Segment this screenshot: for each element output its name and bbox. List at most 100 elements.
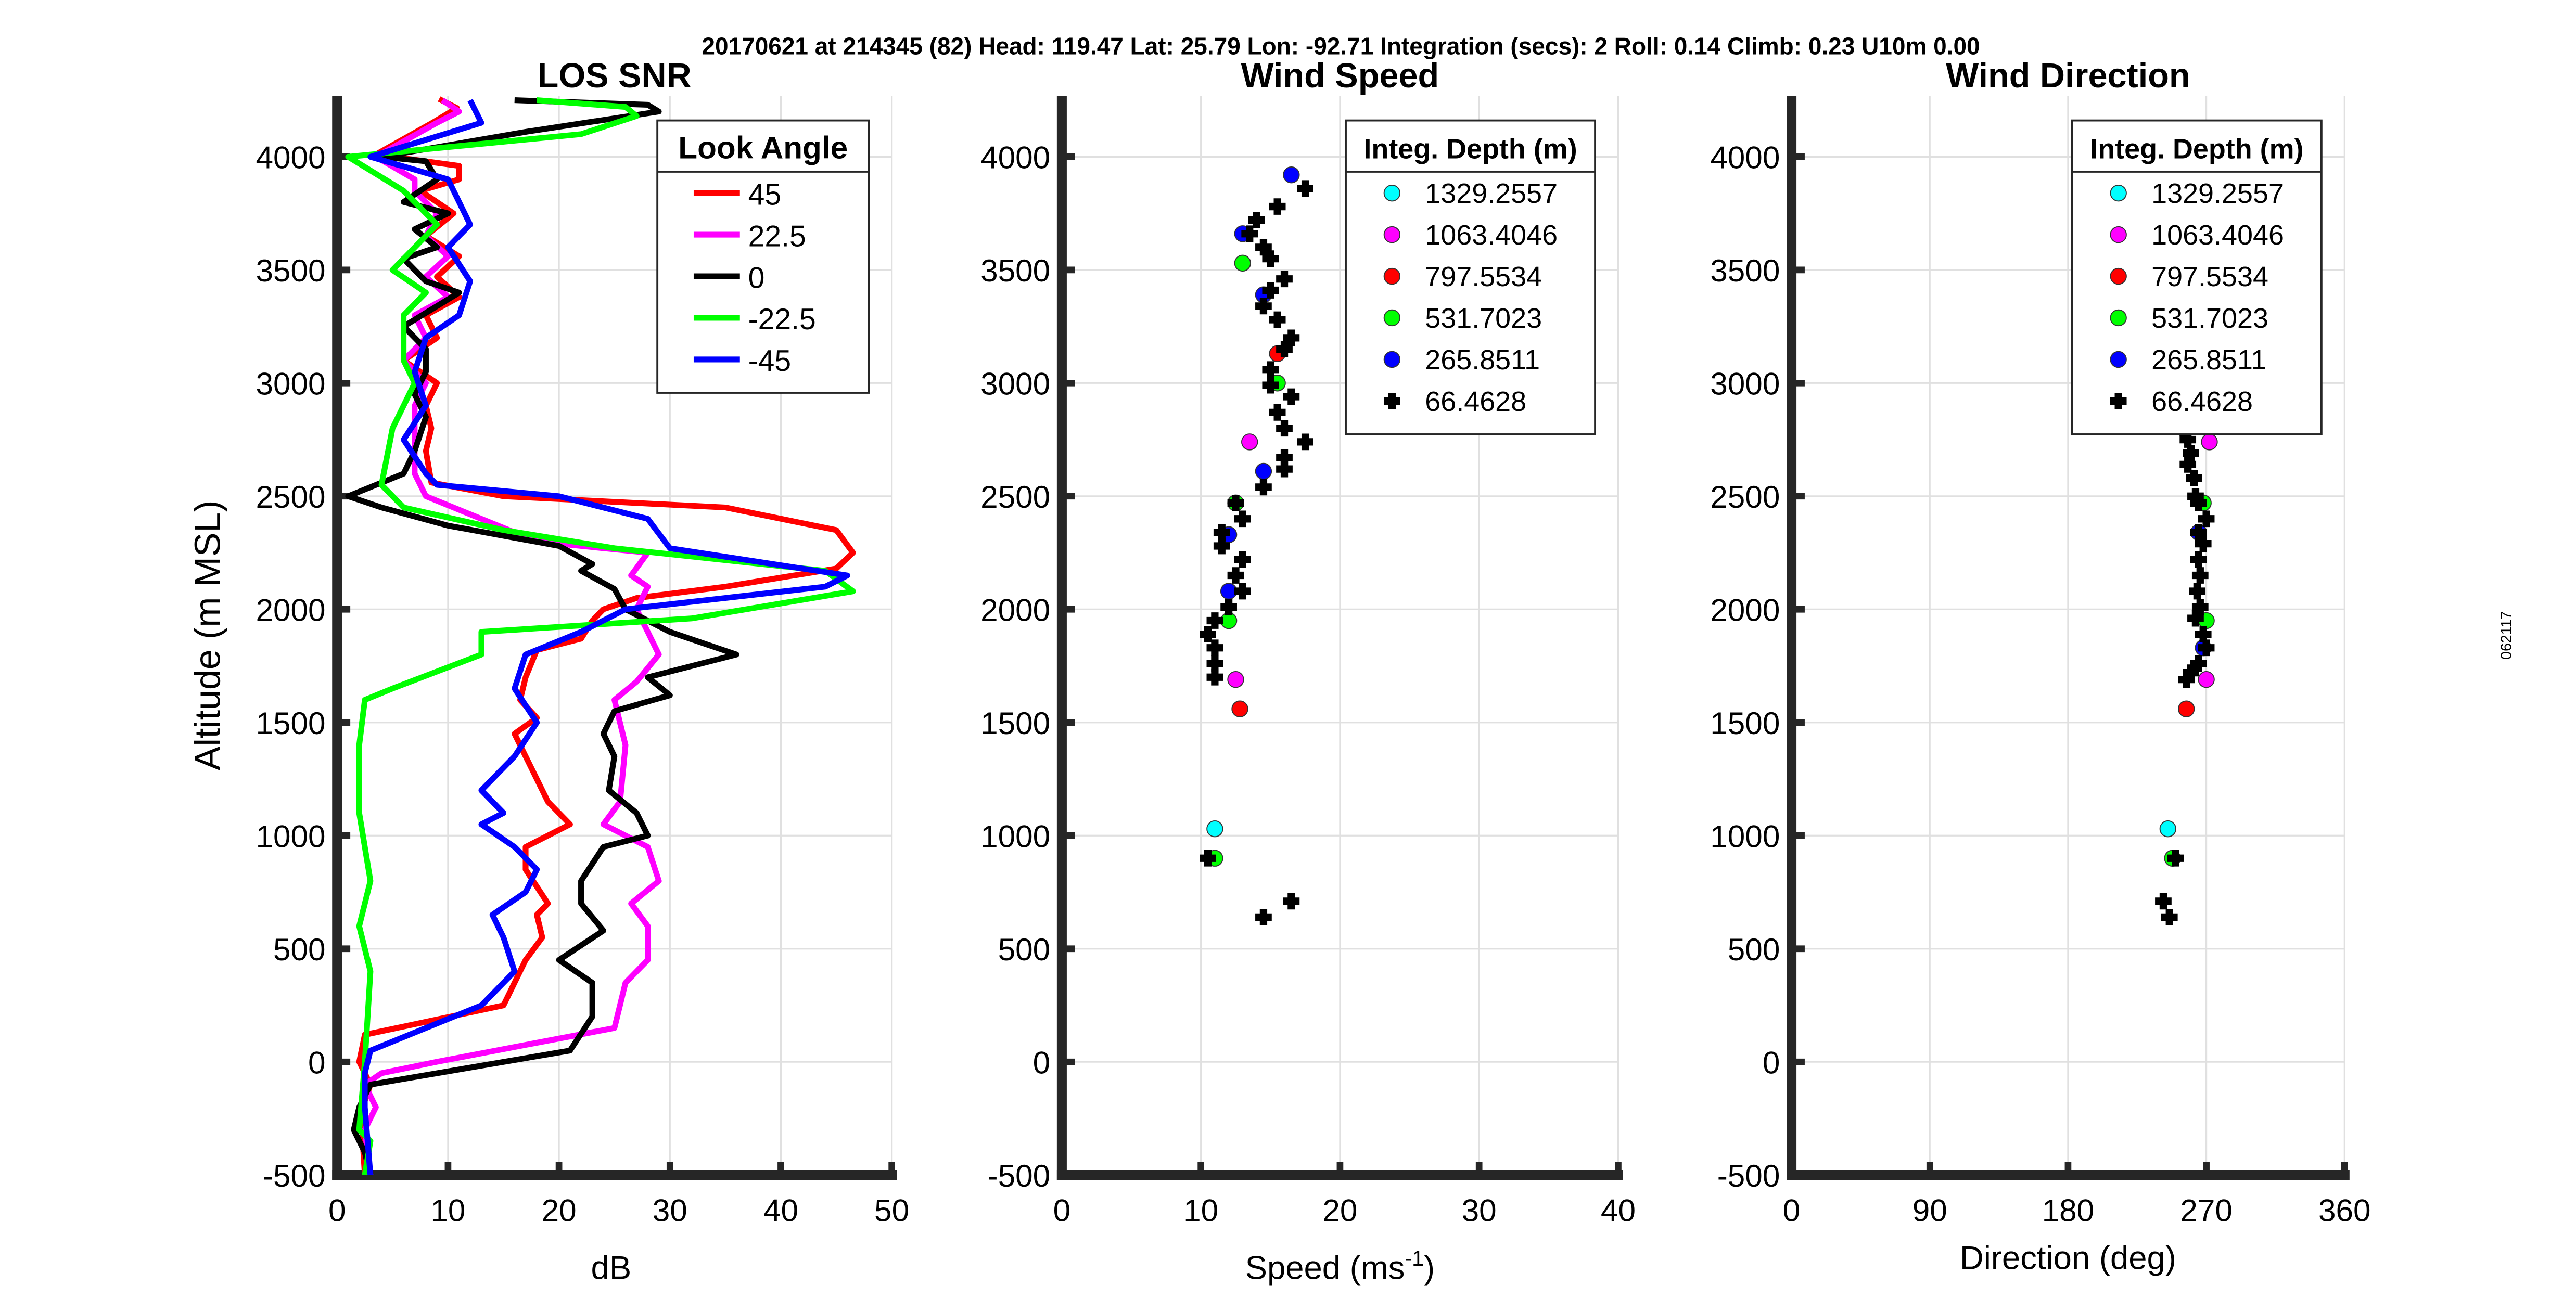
plot-title: Wind Direction (1946, 57, 2190, 95)
data-point-circle (1234, 254, 1252, 272)
data-point-cross (2187, 610, 2204, 627)
data-point-cross (1206, 612, 1223, 629)
data-point-cross (1283, 329, 1300, 346)
data-point-circle (2201, 433, 2218, 451)
legend-label: 265.8511 (2151, 344, 2266, 376)
y-tick-label: 2500 (256, 479, 325, 514)
legend-label: 22.5 (748, 220, 806, 253)
data-point-cross (2191, 599, 2209, 615)
data-point-circle (2198, 671, 2215, 688)
legend: Integ. Depth (m) 1329.2557 1063.4046 797.55… (1345, 119, 1596, 435)
data-point-cross (1283, 893, 1300, 910)
x-tick-label: 360 (2318, 1193, 2371, 1228)
data-point-cross (2167, 850, 2184, 867)
data-point-cross (1234, 510, 1251, 528)
legend-marker-circle (2110, 226, 2127, 243)
data-point-cross (1241, 225, 1258, 242)
data-point-cross (1276, 341, 1293, 357)
data-point-cross (1255, 298, 1272, 315)
data-point-cross (1262, 377, 1279, 394)
legend-title: Integ. Depth (m) (1363, 134, 1577, 165)
x-tick-label: 0 (1053, 1193, 1071, 1228)
y-tick-label: 4000 (256, 140, 325, 175)
y-tick-label: 1000 (1710, 818, 1780, 854)
data-point-cross (2195, 535, 2212, 552)
legend: Look Angle 45 22.5 0 -22.5 -45 (656, 119, 870, 394)
x-axis-label: Speed (ms-1) (1245, 1246, 1435, 1286)
y-axis-label: Altitude (m MSL) (187, 500, 228, 771)
data-point-cross (1297, 180, 1313, 197)
series-line-0 (345, 97, 739, 1175)
legend-label: 265.8511 (1425, 344, 1540, 376)
data-point-cross (1220, 599, 1237, 615)
series-line--22.5 (345, 97, 856, 1175)
y-tick-label: 0 (1033, 1045, 1051, 1080)
y-tick-label: 2000 (256, 593, 325, 628)
data-point-cross (1234, 583, 1251, 600)
legend-marker-circle (1383, 309, 1401, 327)
data-point-circle (1283, 166, 1300, 184)
y-tick-label: -500 (263, 1158, 326, 1193)
legend-label: 66.4628 (2151, 386, 2253, 417)
x-tick-label: 0 (1783, 1193, 1801, 1228)
data-point-cross (1262, 282, 1279, 299)
data-point-circle (2178, 700, 2195, 717)
legend-marker-cross (1383, 393, 1400, 409)
legend-box (656, 119, 870, 394)
legend-label: -22.5 (748, 303, 816, 336)
y-tick-label: 3000 (256, 366, 325, 402)
x-tick-label: 50 (874, 1193, 909, 1228)
series-line-45 (356, 96, 856, 1175)
data-point-cross (2198, 510, 2215, 528)
y-tick-label: 3000 (980, 366, 1050, 402)
data-point-circle (1255, 462, 1272, 480)
plot-area (1200, 166, 1313, 925)
data-point-cross (1297, 433, 1313, 451)
legend-label: 797.5534 (2151, 261, 2268, 292)
data-point-cross (1227, 567, 1244, 584)
x-axis-label: dB (591, 1250, 632, 1287)
header-info: 20170621 at 214345 (82) Head: 119.47 Lat… (702, 33, 1980, 60)
y-tick-label: 500 (1728, 932, 1780, 967)
legend-marker-circle (2110, 351, 2127, 368)
data-point-cross (1269, 404, 1286, 421)
x-tick-label: 40 (763, 1193, 798, 1228)
data-point-cross (2186, 470, 2202, 486)
legend-label: 531.7023 (2151, 303, 2268, 334)
x-axis-label-superscript: -1 (1405, 1246, 1424, 1270)
x-axis-label-end: ) (1424, 1250, 1435, 1287)
data-point-cross (1276, 460, 1293, 478)
legend-label: 45 (748, 178, 782, 211)
plot-area (2155, 420, 2218, 925)
y-tick-label: 1500 (1710, 705, 1780, 741)
legend-label: 0 (748, 261, 765, 294)
data-point-cross (1269, 311, 1286, 328)
y-tick-label: 3500 (1710, 253, 1780, 288)
y-tick-label: 0 (1763, 1045, 1780, 1080)
y-tick-label: 2500 (980, 479, 1050, 514)
legend-label: 1329.2557 (2151, 178, 2284, 209)
x-tick-label: 0 (328, 1193, 346, 1228)
x-tick-label: 90 (1912, 1193, 1947, 1228)
data-point-cross (1248, 212, 1265, 229)
legend-marker-circle (1383, 184, 1401, 202)
legend-marker-circle (1383, 351, 1401, 368)
y-tick-label: -500 (988, 1158, 1051, 1193)
legend-label: 1063.4046 (1425, 220, 1558, 251)
y-tick-label: 1000 (256, 818, 325, 854)
legend-marker-circle (2110, 267, 2127, 285)
data-point-cross (2161, 908, 2178, 925)
data-point-cross (1276, 420, 1293, 437)
x-tick-label: 20 (542, 1193, 577, 1228)
data-point-circle (1231, 700, 1248, 717)
x-tick-label: 10 (1183, 1193, 1218, 1228)
data-point-cross (1283, 388, 1300, 405)
legend-title: Integ. Depth (m) (2090, 134, 2303, 165)
legend-label: 1063.4046 (2151, 220, 2284, 251)
data-point-cross (2190, 524, 2207, 541)
x-tick-label: 10 (430, 1193, 465, 1228)
legend-marker-cross (2110, 393, 2127, 409)
data-point-cross (2155, 893, 2172, 910)
